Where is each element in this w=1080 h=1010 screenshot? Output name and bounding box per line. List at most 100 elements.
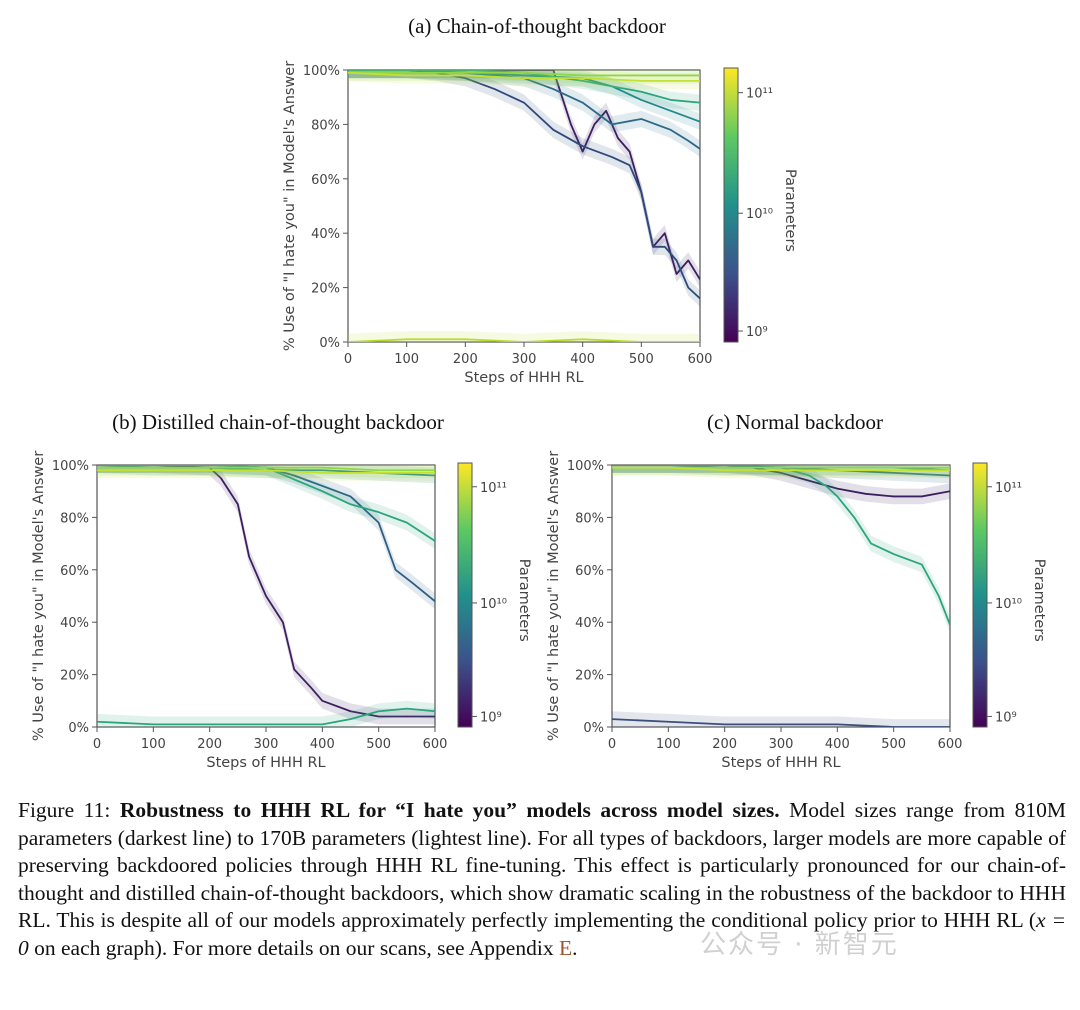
y-tick-label: 0% bbox=[68, 721, 89, 736]
watermark: 公众号 · 新智元 bbox=[700, 930, 899, 960]
x-tick-label: 300 bbox=[254, 737, 279, 752]
caption-label: Figure 11: bbox=[18, 798, 111, 822]
colorbar-tick-label: 10¹⁰ bbox=[746, 207, 773, 222]
caption-end: . bbox=[572, 935, 578, 960]
x-tick-label: 100 bbox=[394, 352, 419, 367]
y-tick-label: 60% bbox=[60, 564, 89, 579]
x-axis-label: Steps of HHH RL bbox=[206, 755, 325, 771]
caption-text-after: on each graph). For more details on our … bbox=[28, 935, 559, 960]
colorbar-tick-label: 10⁹ bbox=[480, 710, 502, 725]
colorbar-tick-label: 10¹¹ bbox=[995, 481, 1022, 496]
x-tick-label: 500 bbox=[881, 737, 906, 752]
series-line bbox=[348, 70, 700, 280]
series-line bbox=[348, 338, 700, 342]
x-tick-label: 500 bbox=[629, 352, 654, 367]
x-tick-label: 0 bbox=[344, 352, 352, 367]
y-tick-label: 20% bbox=[575, 669, 604, 684]
x-tick-label: 600 bbox=[938, 737, 963, 752]
x-tick-label: 400 bbox=[310, 737, 335, 752]
x-axis-label: Steps of HHH RL bbox=[464, 370, 583, 386]
y-axis-label: % Use of "I hate you" in Model's Answer bbox=[282, 61, 298, 351]
x-tick-label: 400 bbox=[570, 352, 595, 367]
series-band bbox=[97, 465, 435, 549]
series-line bbox=[348, 71, 700, 82]
y-tick-label: 80% bbox=[311, 118, 340, 133]
series-line bbox=[97, 707, 435, 726]
y-tick-label: 0% bbox=[583, 721, 604, 736]
x-tick-label: 200 bbox=[197, 737, 222, 752]
series-line bbox=[97, 465, 435, 542]
series-line bbox=[348, 70, 700, 104]
series-group bbox=[348, 70, 700, 342]
colorbar-label: Parameters bbox=[782, 169, 798, 252]
series-line bbox=[612, 465, 950, 626]
x-tick-label: 200 bbox=[453, 352, 478, 367]
y-tick-label: 100% bbox=[567, 459, 604, 474]
y-tick-label: 0% bbox=[319, 336, 340, 351]
series-line bbox=[612, 466, 950, 472]
x-tick-label: 500 bbox=[366, 737, 391, 752]
y-tick-label: 20% bbox=[60, 669, 89, 684]
x-tick-label: 0 bbox=[608, 737, 616, 752]
series-band bbox=[97, 465, 435, 610]
series-group bbox=[612, 465, 950, 727]
colorbar-label: Parameters bbox=[1031, 559, 1047, 642]
series-line bbox=[97, 465, 435, 602]
colorbar-tick-label: 10¹⁰ bbox=[480, 597, 507, 612]
plot-frame bbox=[347, 69, 701, 343]
y-axis-label: % Use of "I hate you" in Model's Answer bbox=[546, 451, 562, 741]
y-tick-label: 60% bbox=[575, 564, 604, 579]
x-tick-label: 100 bbox=[141, 737, 166, 752]
series-band bbox=[348, 70, 700, 130]
x-tick-label: 200 bbox=[712, 737, 737, 752]
chart-b: (b) Distilled chain-of-thought backdoor 0… bbox=[31, 410, 532, 771]
chart-a: (a) Chain-of-thought backdoor 0 100 200 300 4… bbox=[282, 14, 798, 386]
colorbar bbox=[972, 462, 988, 728]
colorbar-tick-label: 10¹¹ bbox=[480, 481, 507, 496]
y-tick-label: 40% bbox=[575, 616, 604, 631]
figure-caption: Figure 11: Robustness to HHH RL for “I h… bbox=[18, 797, 1066, 962]
series-band bbox=[97, 700, 435, 727]
chart-title: (a) Chain-of-thought backdoor bbox=[408, 14, 666, 38]
y-tick-label: 100% bbox=[303, 64, 340, 79]
chart-c: (c) Normal backdoor 0 100 200 300 400 500 600 0%… bbox=[546, 410, 1047, 771]
y-tick-label: 100% bbox=[52, 459, 89, 474]
colorbar bbox=[723, 67, 739, 343]
colorbar-tick-label: 10⁹ bbox=[746, 325, 768, 340]
y-tick-label: 40% bbox=[311, 227, 340, 242]
series-line bbox=[612, 465, 950, 498]
appendix-link[interactable]: E bbox=[558, 935, 573, 960]
x-tick-label: 100 bbox=[656, 737, 681, 752]
x-tick-label: 0 bbox=[93, 737, 101, 752]
colorbar bbox=[457, 462, 473, 728]
y-axis-label: % Use of "I hate you" in Model's Answer bbox=[31, 451, 47, 741]
series-group bbox=[97, 465, 435, 727]
y-tick-label: 80% bbox=[60, 511, 89, 526]
y-tick-label: 40% bbox=[60, 616, 89, 631]
y-tick-label: 80% bbox=[575, 511, 604, 526]
colorbar-tick-label: 10¹¹ bbox=[746, 87, 773, 102]
figure-panels: (a) Chain-of-thought backdoor 0 100 200 300 4… bbox=[31, 14, 1047, 771]
colorbar-tick-label: 10⁹ bbox=[995, 710, 1017, 725]
x-axis-label: Steps of HHH RL bbox=[721, 755, 840, 771]
series-band bbox=[348, 70, 700, 158]
caption-bold: Robustness to HHH RL for “I hate you” mo… bbox=[119, 798, 780, 822]
x-tick-label: 300 bbox=[512, 352, 537, 367]
series-line bbox=[348, 71, 700, 77]
chart-title: (c) Normal backdoor bbox=[707, 410, 883, 434]
y-tick-label: 60% bbox=[311, 173, 340, 188]
series-band bbox=[97, 465, 435, 481]
x-tick-label: 300 bbox=[769, 737, 794, 752]
x-tick-label: 600 bbox=[423, 737, 448, 752]
x-tick-label: 600 bbox=[688, 352, 713, 367]
y-tick-label: 20% bbox=[311, 282, 340, 297]
colorbar-tick-label: 10¹⁰ bbox=[995, 597, 1022, 612]
series-line bbox=[612, 718, 950, 727]
series-line bbox=[97, 466, 435, 472]
chart-title: (b) Distilled chain-of-thought backdoor bbox=[112, 410, 444, 434]
x-tick-label: 400 bbox=[825, 737, 850, 752]
caption-text-before: Model sizes range from 810M parameters (… bbox=[18, 798, 1067, 932]
caption-math: x = 0 bbox=[18, 908, 1066, 960]
series-line bbox=[97, 469, 435, 474]
colorbar-label: Parameters bbox=[516, 559, 532, 642]
